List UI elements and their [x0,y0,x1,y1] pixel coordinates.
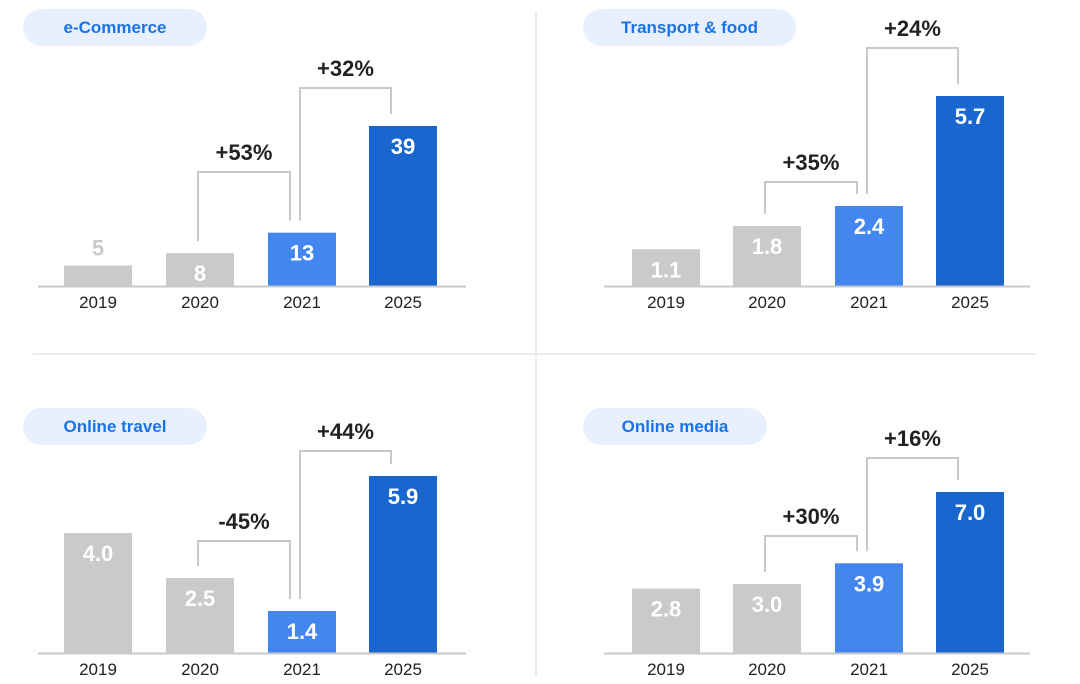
bar-value-label: 2.4 [854,214,885,239]
x-tick-label: 2021 [283,293,321,312]
bar-value-label: 1.1 [651,257,682,282]
x-tick-label: 2020 [748,293,786,312]
x-tick-label: 2025 [951,293,989,312]
panel-title: Online travel [63,416,167,436]
panel-title: e-Commerce [63,17,167,37]
growth-bracket [866,457,959,552]
growth-bracket [299,450,392,599]
x-tick-label: 2025 [384,660,422,679]
growth-label: +35% [783,150,840,175]
x-tick-label: 2020 [181,660,219,679]
bar-2025 [936,96,1004,286]
growth-bracket [197,540,291,599]
bar-value-label: 7.0 [955,500,986,525]
bar-value-label: 8 [194,261,206,286]
bar-value-label: 5.9 [388,484,419,509]
growth-label: +24% [884,16,941,41]
bar-value-label: 2.5 [185,586,216,611]
growth-label: -45% [218,509,269,534]
bar-value-label: 1.8 [752,234,783,259]
bar-2021 [835,563,903,653]
bar-2019 [632,588,700,653]
bar-value-label: 1.4 [287,619,318,644]
panel-title: Online media [621,416,729,436]
bar-value-label: 3.0 [752,592,783,617]
x-tick-label: 2019 [647,660,685,679]
bar-2025 [936,492,1004,653]
x-tick-label: 2025 [384,293,422,312]
panel-title-pill: e-Commerce [23,9,207,46]
bar-2019 [64,265,132,286]
growth-label: +44% [317,419,374,444]
bar-value-label: 4.0 [83,541,114,566]
bar-2020 [733,584,801,653]
panel-title-pill: Transport & food [583,9,796,46]
x-tick-label: 2020 [181,293,219,312]
x-tick-label: 2020 [748,660,786,679]
bar-2020 [166,578,234,653]
x-tick-label: 2021 [850,660,888,679]
x-tick-label: 2025 [951,660,989,679]
bar-value-label: 39 [391,134,415,159]
bar-2021 [835,206,903,286]
x-tick-label: 2019 [647,293,685,312]
vertical-divider [535,12,537,676]
growth-label: +32% [317,56,374,81]
bar-2020 [733,226,801,286]
bar-value-label: 5.7 [955,104,986,129]
panel-title-pill: Online travel [23,408,207,445]
growth-bracket [197,171,291,242]
bar-value-label: 13 [290,241,314,266]
growth-bracket [299,87,392,221]
panel-title-pill: Online media [583,408,767,445]
x-tick-label: 2021 [850,293,888,312]
bar-2021 [268,611,336,653]
bar-value-label: 3.9 [854,571,885,596]
bar-value-label: 5 [92,235,104,260]
bar-2021 [268,232,336,286]
growth-label: +53% [216,140,273,165]
bar-2020 [166,253,234,286]
growth-label: +16% [884,426,941,451]
growth-bracket [866,47,959,194]
bar-2019 [64,533,132,653]
bar-2025 [369,126,437,286]
bar-2025 [369,476,437,653]
bar-2019 [632,249,700,286]
growth-label: +30% [783,504,840,529]
panel-title: Transport & food [621,17,758,37]
growth-bracket [764,535,858,572]
x-tick-label: 2019 [79,293,117,312]
x-tick-label: 2019 [79,660,117,679]
x-tick-label: 2021 [283,660,321,679]
growth-bracket [764,181,858,214]
horizontal-divider [33,353,1035,355]
bar-value-label: 2.8 [651,597,682,622]
